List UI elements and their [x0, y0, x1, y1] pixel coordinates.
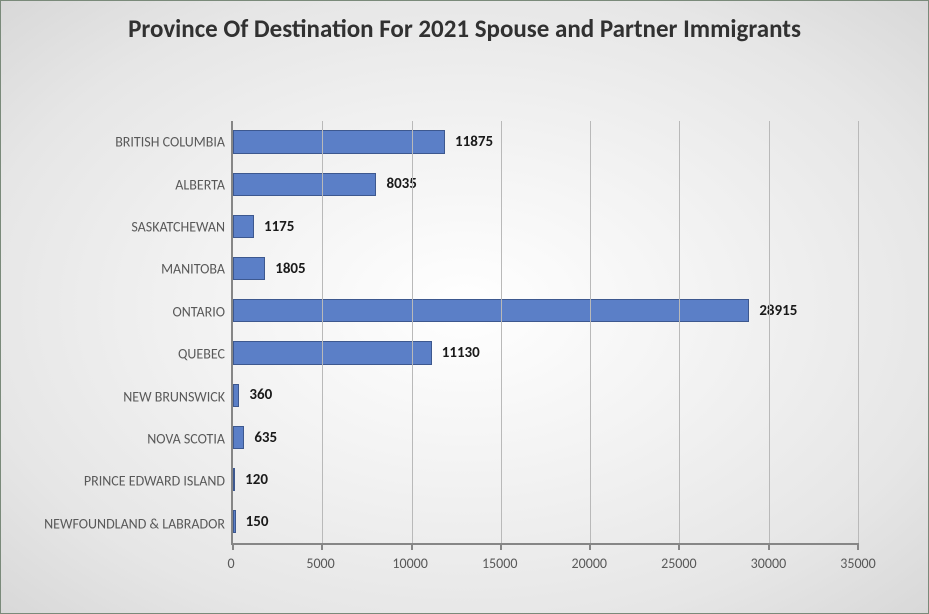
plot-area: 118758035117518052891511130360635120150 — [231, 121, 858, 545]
y-axis-label: NEW BRUNSWICK — [123, 388, 225, 405]
bar — [233, 426, 244, 449]
value-label: 1175 — [264, 218, 294, 236]
value-label: 635 — [254, 429, 277, 447]
gridline — [590, 121, 591, 543]
bar — [233, 384, 239, 407]
bar — [233, 173, 376, 196]
value-label: 360 — [249, 386, 272, 404]
gridline — [679, 121, 680, 543]
y-axis-label: NOVA SCOTIA — [147, 431, 225, 448]
gridline — [501, 121, 502, 543]
x-axis-label: 5000 — [306, 555, 334, 572]
x-axis-label: 30000 — [751, 555, 786, 572]
bar — [233, 341, 432, 364]
y-axis-label: MANITOBA — [161, 261, 225, 278]
x-axis-label: 25000 — [661, 555, 696, 572]
y-axis-label: SASKATCHEWAN — [131, 219, 225, 236]
value-label: 28915 — [759, 302, 797, 320]
value-label: 11130 — [442, 344, 480, 362]
x-axis-label: 15000 — [482, 555, 517, 572]
bar — [233, 510, 236, 533]
gridline — [769, 121, 770, 543]
value-label: 11875 — [455, 133, 493, 151]
y-axis-label: PRINCE EDWARD ISLAND — [84, 473, 225, 490]
value-label: 120 — [245, 471, 268, 489]
x-axis-label: 35000 — [840, 555, 875, 572]
x-axis-label: 0 — [227, 555, 234, 572]
x-axis-label: 20000 — [572, 555, 607, 572]
bar — [233, 257, 265, 280]
x-axis-labels: 05000100001500020000250003000035000 — [231, 549, 858, 575]
value-label: 150 — [246, 513, 269, 531]
y-axis-label: BRITISH COLUMBIA — [115, 134, 225, 151]
gridline — [322, 121, 323, 543]
bars-layer: 118758035117518052891511130360635120150 — [233, 121, 858, 543]
chart-area: BRITISH COLUMBIA ALBERTA SASKATCHEWAN MANIT… — [31, 121, 888, 575]
bar — [233, 215, 254, 238]
gridline — [412, 121, 413, 543]
y-axis-label: NEWFOUNDLAND & LABRADOR — [44, 515, 225, 532]
y-axis-label: QUEBEC — [178, 346, 225, 363]
bar — [233, 468, 235, 491]
value-label: 1805 — [275, 260, 305, 278]
x-axis-label: 10000 — [392, 555, 427, 572]
bar — [233, 299, 749, 322]
bar — [233, 130, 445, 153]
y-axis-label: ONTARIO — [172, 303, 225, 320]
chart-title: Province Of Destination For 2021 Spouse … — [1, 1, 928, 43]
gridline — [858, 121, 859, 543]
y-axis-labels: BRITISH COLUMBIA ALBERTA SASKATCHEWAN MANIT… — [31, 121, 225, 545]
y-axis-label: ALBERTA — [175, 176, 225, 193]
